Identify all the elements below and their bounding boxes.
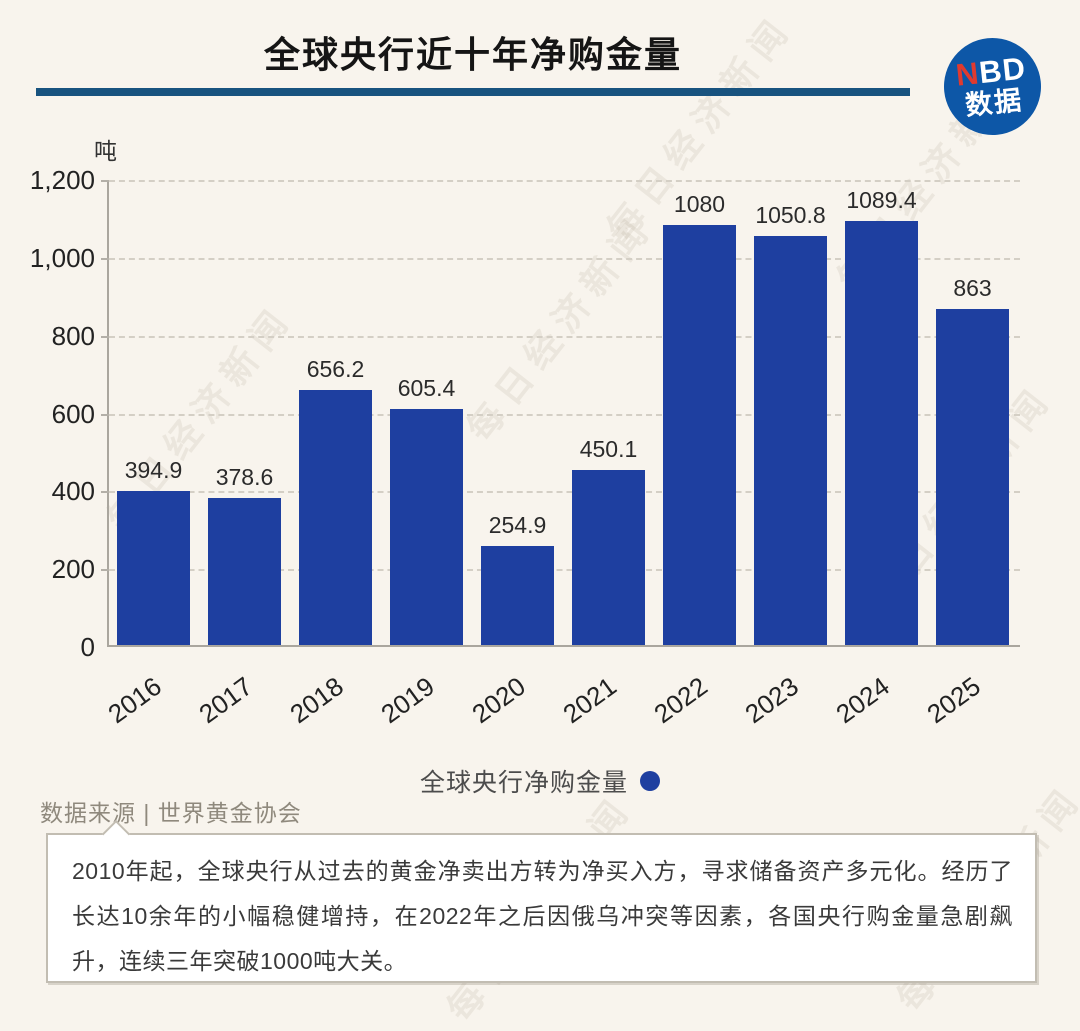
y-axis-tickmark [101, 491, 109, 494]
bar-chart-plot: 394.9 378.6 656.2 605.4 254.9 450.1 1080 1050.8… [101, 180, 1020, 647]
bar-2020 [481, 545, 554, 645]
y-tick-label-400: 400 [51, 476, 95, 507]
bar-2021 [572, 469, 645, 645]
y-tick-label-0: 0 [80, 632, 95, 662]
x-tick-label-2016: 2016 [101, 670, 167, 730]
legend-dot-icon [640, 771, 660, 791]
bar-value-label-2017: 378.6 [215, 463, 274, 490]
bar-value-label-2018: 656.2 [306, 355, 365, 382]
legend-label: 全球央行净购金量 [419, 769, 628, 797]
bar-2017 [208, 497, 281, 645]
infographic-page: 每日经济新闻每日经济新闻每日经济新闻每日经济新闻每日经济新闻每日经济新闻每日经济… [0, 6, 1080, 1029]
y-tick-label-1200: 1,200 [29, 165, 95, 195]
x-tick-label-2022: 2022 [647, 670, 713, 730]
bar-2016 [117, 491, 190, 645]
bar-2019 [390, 409, 463, 645]
chart-legend: 全球央行净购金量 [0, 763, 1080, 799]
x-tick-label-2024: 2024 [829, 670, 895, 730]
bar-value-label-2022: 1080 [673, 190, 726, 217]
bar-value-label-2021: 450.1 [579, 435, 638, 462]
gridline-400 [109, 491, 1020, 494]
x-tick-label-2020: 2020 [465, 670, 531, 730]
y-axis-tickmark [101, 569, 109, 572]
y-axis-tickmark [101, 335, 109, 338]
y-tick-label-800: 800 [51, 320, 95, 351]
gridline-200 [109, 569, 1020, 572]
gridline-600 [109, 413, 1020, 416]
y-axis-tickmark [101, 180, 109, 182]
data-source-label: 数据来源 | 世界黄金协会 [40, 800, 302, 826]
bar-2022 [663, 224, 736, 645]
x-tick-label-2023: 2023 [738, 670, 804, 730]
nbd-logo: NBD 数据 [939, 33, 1046, 140]
x-tick-label-2018: 2018 [283, 670, 349, 730]
bar-value-label-2025: 863 [953, 275, 992, 302]
bar-value-label-2023: 1050.8 [755, 202, 826, 229]
gridline-1200 [109, 180, 1020, 182]
y-tick-label-600: 600 [51, 398, 95, 429]
bar-value-label-2020: 254.9 [488, 511, 547, 538]
bar-value-label-2019: 605.4 [397, 375, 456, 402]
bar-2018 [299, 389, 372, 645]
title-underline [36, 88, 910, 96]
y-tick-label-1000: 1,000 [29, 242, 95, 273]
y-axis-unit: 吨 [94, 138, 117, 164]
bar-2025 [936, 309, 1009, 645]
note-box: 2010年起，全球央行从过去的黄金净卖出方转为净买入方，寻求储备资产多元化。经历… [46, 819, 1037, 983]
bar-value-label-2016: 394.9 [124, 457, 183, 484]
note-text: 2010年起，全球央行从过去的黄金净卖出方转为净买入方，寻求储备资产多元化。经历… [72, 858, 1013, 974]
gridline-800 [109, 335, 1020, 338]
y-axis-tickmark [101, 257, 109, 260]
x-tick-label-2025: 2025 [920, 670, 986, 730]
gridline-1000 [109, 257, 1020, 260]
x-tick-label-2017: 2017 [192, 670, 258, 730]
nbd-logo-subtext: 数据 [963, 84, 1025, 121]
bar-2024 [845, 221, 918, 645]
x-tick-label-2021: 2021 [556, 670, 622, 730]
y-axis-tickmark [101, 413, 109, 416]
y-tick-label-200: 200 [51, 554, 95, 585]
bar-2023 [754, 236, 827, 645]
page-title: 全球央行近十年净购金量 [263, 34, 682, 75]
x-tick-label-2019: 2019 [374, 670, 440, 730]
bar-value-label-2024: 1089.4 [846, 187, 917, 214]
